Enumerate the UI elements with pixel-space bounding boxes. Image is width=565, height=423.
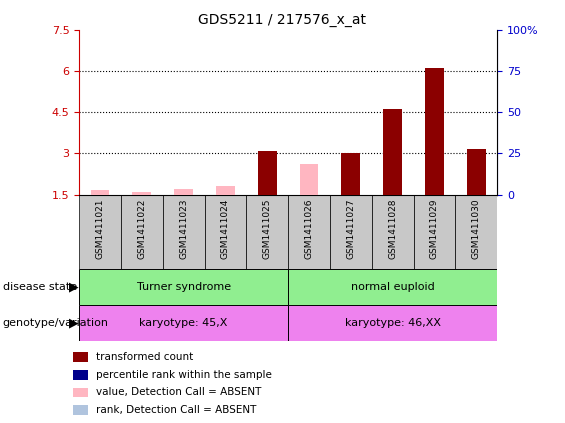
Bar [73, 352, 88, 362]
Bar [258, 151, 277, 195]
Point [430, 31, 439, 38]
Bar [383, 110, 402, 195]
Text: value, Detection Call = ABSENT: value, Detection Call = ABSENT [96, 387, 262, 398]
Bar [79, 269, 288, 305]
Text: karyotype: 45,X: karyotype: 45,X [140, 318, 228, 327]
Bar [73, 387, 88, 397]
Bar [425, 68, 444, 195]
Text: GSM1411022: GSM1411022 [137, 198, 146, 258]
Bar [455, 195, 497, 269]
Text: GDS5211 / 217576_x_at: GDS5211 / 217576_x_at [198, 13, 367, 27]
Text: karyotype: 46,XX: karyotype: 46,XX [345, 318, 441, 327]
Bar [246, 195, 288, 269]
Text: GSM1411029: GSM1411029 [430, 198, 439, 259]
Text: rank, Detection Call = ABSENT: rank, Detection Call = ABSENT [96, 405, 257, 415]
Text: percentile rank within the sample: percentile rank within the sample [96, 370, 272, 380]
Text: ▶: ▶ [68, 316, 79, 329]
Text: GSM1411025: GSM1411025 [263, 198, 272, 259]
Text: ▶: ▶ [68, 280, 79, 293]
Bar [174, 189, 193, 195]
Bar [288, 269, 497, 305]
Bar [299, 165, 319, 195]
Bar [216, 186, 235, 195]
Point [388, 52, 397, 59]
Bar [288, 305, 497, 341]
Text: transformed count: transformed count [96, 352, 193, 362]
Bar [79, 305, 288, 341]
Text: GSM1411028: GSM1411028 [388, 198, 397, 259]
Bar [73, 370, 88, 379]
Text: genotype/variation: genotype/variation [3, 318, 109, 327]
Point [137, 109, 146, 115]
Text: disease state: disease state [3, 282, 77, 291]
Bar [467, 149, 486, 195]
Bar [121, 195, 163, 269]
Text: GSM1411027: GSM1411027 [346, 198, 355, 259]
Bar [372, 195, 414, 269]
Text: Turner syndrome: Turner syndrome [137, 282, 231, 291]
Bar [163, 195, 205, 269]
Text: GSM1411023: GSM1411023 [179, 198, 188, 259]
Text: normal euploid: normal euploid [351, 282, 434, 291]
Bar [73, 405, 88, 415]
Point [179, 99, 188, 106]
Bar [288, 195, 330, 269]
Point [472, 71, 481, 77]
Point [221, 99, 230, 106]
Bar [341, 153, 360, 195]
Bar [90, 190, 110, 195]
Bar [205, 195, 246, 269]
Bar [79, 195, 121, 269]
Point [95, 104, 105, 111]
Text: GSM1411026: GSM1411026 [305, 198, 314, 259]
Text: GSM1411030: GSM1411030 [472, 198, 481, 259]
Bar [330, 195, 372, 269]
Point [346, 71, 355, 77]
Text: GSM1411021: GSM1411021 [95, 198, 105, 259]
Point [263, 69, 272, 76]
Bar [414, 195, 455, 269]
Text: GSM1411024: GSM1411024 [221, 198, 230, 258]
Point [305, 99, 314, 106]
Bar [132, 192, 151, 195]
